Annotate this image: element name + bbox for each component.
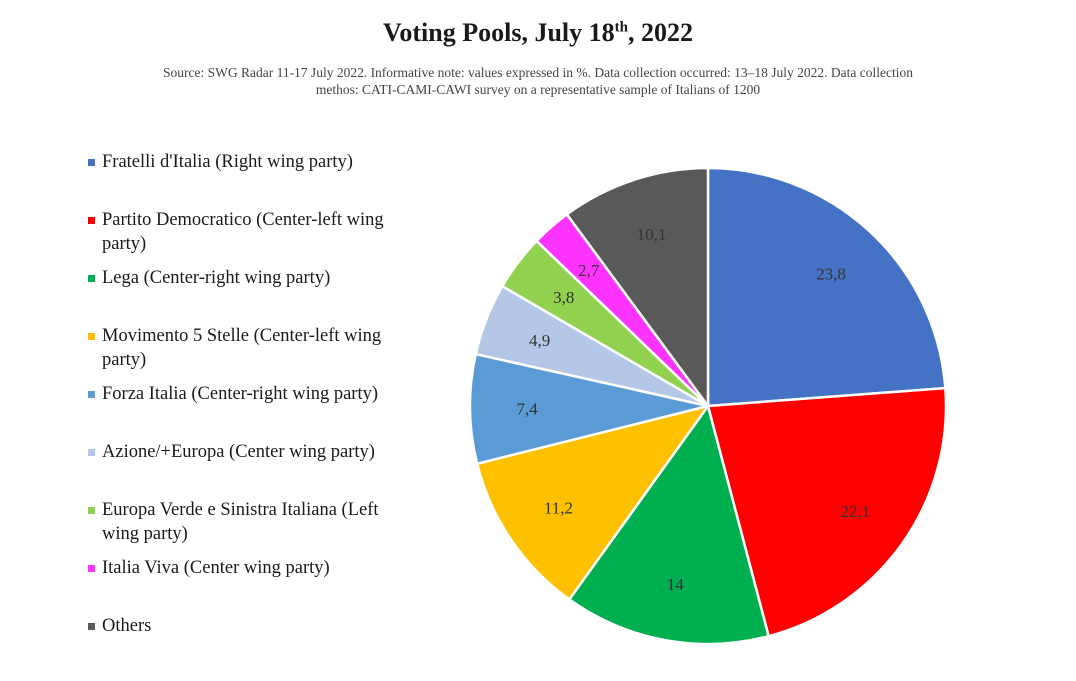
slice-value-label: 7,4	[517, 399, 539, 418]
legend-item: Forza Italia (Center-right wing party)	[88, 382, 388, 406]
legend-item: Europa Verde e Sinistra Italiana (Left w…	[88, 498, 388, 546]
slice-value-label: 22,1	[840, 502, 870, 521]
legend-label: Lega (Center-right wing party)	[102, 268, 331, 288]
legend-item: Movimento 5 Stelle (Center-left wing par…	[88, 324, 388, 372]
legend-label: Azione/+Europa (Center wing party)	[102, 442, 375, 462]
legend-swatch	[88, 333, 95, 340]
slice-value-label: 10,1	[637, 225, 667, 244]
slice-value-label: 2,7	[578, 261, 600, 280]
pie-slice	[468, 352, 709, 466]
legend-swatch	[88, 159, 95, 166]
legend-swatch	[88, 275, 95, 282]
legend-label: Partito Democratico (Center-left wing pa…	[102, 210, 384, 254]
chart-title: Voting Pools, July 18th, 2022	[383, 18, 693, 47]
slice-value-label: 14	[667, 575, 685, 594]
pie-slice	[567, 403, 771, 646]
legend-item: Partito Democratico (Center-left wing pa…	[88, 208, 388, 256]
legend-swatch	[88, 507, 95, 514]
legend-swatch	[88, 391, 95, 398]
legend-item: Fratelli d'Italia (Right wing party)	[88, 150, 388, 174]
chart-subtitle: Source: SWG Radar 11-17 July 2022. Infor…	[162, 65, 914, 97]
legend-item: Others	[88, 614, 388, 638]
legend-item: Lega (Center-right wing party)	[88, 266, 388, 290]
legend-label: Forza Italia (Center-right wing party)	[102, 384, 379, 404]
legend-label: Europa Verde e Sinistra Italiana (Left w…	[102, 500, 379, 544]
slice-value-label: 23,8	[816, 264, 846, 283]
pie-slice	[565, 166, 710, 410]
legend-label: Fratelli d'Italia (Right wing party)	[102, 152, 353, 172]
legend-swatch	[88, 623, 95, 630]
pie-slice	[706, 166, 947, 408]
legend-item: Italia Viva (Center wing party)	[88, 556, 388, 580]
pie-slice	[706, 386, 948, 638]
slice-value-label: 11,2	[544, 499, 573, 518]
slice-value-label: 3,8	[553, 288, 574, 307]
pie-slice	[475, 403, 711, 602]
legend-label: Others	[102, 616, 152, 636]
legend-label: Movimento 5 Stelle (Center-left wing par…	[102, 326, 382, 370]
legend-swatch	[88, 449, 95, 456]
slice-value-label: 4,9	[529, 331, 550, 350]
legend-item: Azione/+Europa (Center wing party)	[88, 440, 388, 464]
legend-label: Italia Viva (Center wing party)	[102, 558, 330, 578]
legend-swatch	[88, 565, 95, 572]
legend-swatch	[88, 217, 95, 224]
